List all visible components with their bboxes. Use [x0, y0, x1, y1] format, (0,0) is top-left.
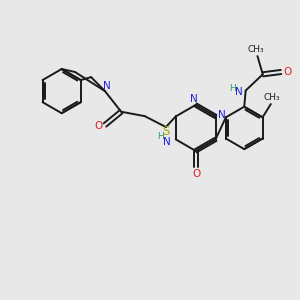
- Text: N: N: [163, 137, 171, 147]
- Text: N: N: [218, 110, 226, 120]
- Text: O: O: [192, 169, 200, 178]
- Text: N: N: [103, 81, 110, 91]
- Text: H: H: [229, 84, 236, 93]
- Text: N: N: [190, 94, 198, 104]
- Text: O: O: [284, 67, 292, 77]
- Text: S: S: [162, 125, 169, 138]
- Text: N: N: [235, 87, 243, 97]
- Text: O: O: [94, 122, 103, 131]
- Text: H: H: [157, 132, 164, 141]
- Text: CH₃: CH₃: [248, 45, 264, 54]
- Text: CH₃: CH₃: [263, 93, 280, 102]
